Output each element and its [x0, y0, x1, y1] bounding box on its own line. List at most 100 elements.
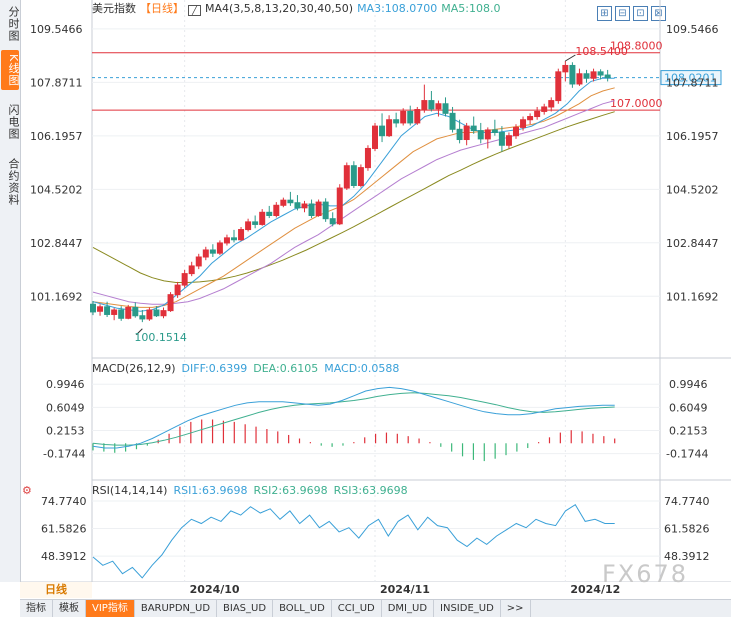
close-icon[interactable]: ⊠ — [651, 6, 666, 21]
high-marker — [565, 54, 576, 62]
candle-body — [364, 147, 371, 169]
tab-templates[interactable]: 模板 — [53, 600, 86, 617]
rsi-title: RSI(14,14,14) — [92, 484, 168, 497]
macd-diff: DIFF:0.6399 — [181, 362, 248, 375]
price-tick-right: 106.1957 — [666, 130, 719, 143]
ma-line-c — [92, 100, 615, 305]
macd-diff-line — [92, 386, 615, 449]
candle-body — [513, 126, 519, 137]
left-sidebar: 分时图 K线图 闪电图 合约资料 — [0, 0, 21, 582]
candle-body — [548, 100, 555, 108]
macd-tick-right: 0.6049 — [669, 401, 708, 414]
tab-more[interactable]: >> — [501, 600, 531, 617]
low-label: 100.1514 — [134, 331, 187, 344]
resistance-label: 108.8000 — [610, 40, 663, 53]
candle-body — [393, 119, 400, 124]
price-tick-left: 102.8447 — [30, 237, 83, 250]
candle-body — [287, 199, 294, 204]
candle-body — [449, 112, 456, 130]
tab-cci[interactable]: CCI_UD — [332, 600, 382, 617]
candle-body — [442, 103, 449, 114]
candle-body — [294, 202, 301, 209]
candle-body — [541, 106, 548, 112]
window-controls: ⊞ ⊟ ⊡ ⊠ — [597, 1, 669, 21]
candle-body — [534, 110, 541, 118]
candle-body — [167, 294, 174, 312]
candle-body — [491, 129, 498, 133]
candle-body — [238, 229, 245, 241]
rsi-tick-left: 61.5826 — [41, 523, 87, 536]
candle-body — [505, 135, 512, 146]
candle-body — [350, 165, 357, 186]
candle-body — [357, 167, 364, 186]
tab-vip-indicators[interactable]: VIP指标 — [86, 600, 135, 617]
candle-body — [555, 71, 562, 102]
tab-bias[interactable]: BIAS_UD — [217, 600, 274, 617]
candle-body — [484, 129, 491, 140]
candle-body — [386, 119, 393, 137]
candle-body — [146, 309, 153, 320]
candle-body — [597, 71, 604, 76]
candle-body — [125, 306, 132, 319]
candle-body — [400, 110, 407, 124]
candle-body — [379, 125, 386, 137]
tab-indicators[interactable]: 指标 — [20, 600, 53, 617]
macd-dea: DEA:0.6105 — [253, 362, 319, 375]
tab-kline[interactable]: K线图 — [1, 50, 20, 90]
candle-body — [188, 265, 195, 275]
candle-body — [428, 100, 435, 110]
indicator-tabbar: 指标 模板 VIP指标 BARUPDN_UD BIAS_UD BOLL_UD CCI_UD D… — [20, 599, 731, 617]
candle-body — [520, 119, 527, 128]
candle-body — [97, 306, 104, 312]
price-tick-right: 101.1692 — [666, 290, 719, 303]
candle-body — [336, 187, 343, 225]
candle-body — [132, 306, 139, 317]
candle-body — [421, 100, 428, 111]
price-tick-left: 101.1692 — [30, 290, 83, 303]
candle-body — [111, 309, 118, 315]
candle-body — [104, 306, 111, 315]
candle-body — [343, 165, 350, 189]
watermark-logo: FX678 — [602, 560, 689, 588]
candle-body — [160, 310, 167, 317]
month-label: 2024/12 — [570, 583, 621, 596]
zoom-in-icon[interactable]: ⊞ — [597, 6, 612, 21]
candle-body — [329, 218, 336, 225]
macd-tick-left: -0.1744 — [43, 448, 85, 461]
macd-tick-right: -0.1744 — [666, 448, 708, 461]
macd-legend: MACD(26,12,9) DIFF:0.6399 DEA:0.6105 MACD:0… — [92, 362, 405, 376]
tab-dmi[interactable]: DMI_UD — [382, 600, 435, 617]
candle-body — [139, 315, 146, 320]
tab-inside[interactable]: INSIDE_UD — [434, 600, 501, 617]
candle-body — [604, 74, 611, 79]
candle-body — [569, 64, 576, 85]
ma-settings-icon[interactable]: ╱ — [188, 5, 201, 16]
low-marker — [135, 328, 143, 336]
price-tick-right: 107.8711 — [666, 76, 719, 89]
candle-body — [463, 125, 470, 141]
ma5-value: MA5:108.0 — [441, 2, 501, 15]
tab-barupdn[interactable]: BARUPDN_UD — [135, 600, 218, 617]
candle-body — [153, 309, 160, 317]
tab-contract-info[interactable]: 合约资料 — [7, 158, 20, 206]
current-price-label: 108.0201 — [664, 72, 717, 85]
candle-body — [118, 309, 125, 319]
period-selector[interactable]: 日线 — [20, 582, 92, 598]
zoom-out-icon[interactable]: ⊟ — [615, 6, 630, 21]
restore-icon[interactable]: ⊡ — [633, 6, 648, 21]
rsi1-value: RSI1:63.9698 — [173, 484, 248, 497]
candle-body — [252, 221, 259, 225]
candle-body — [562, 64, 569, 73]
tab-boll[interactable]: BOLL_UD — [273, 600, 332, 617]
macd-value: MACD:0.0588 — [324, 362, 400, 375]
tab-flash[interactable]: 闪电图 — [7, 104, 20, 140]
candle-body — [527, 116, 534, 121]
rsi-settings-icon[interactable]: ⚙ — [22, 484, 32, 497]
rsi-line — [92, 504, 615, 579]
rsi-tick-left: 74.7740 — [41, 495, 87, 508]
rsi-tick-left: 48.3912 — [41, 550, 87, 563]
rsi2-value: RSI2:63.9698 — [253, 484, 328, 497]
tab-timeshare[interactable]: 分时图 — [7, 6, 20, 42]
macd-tick-right: 0.9946 — [669, 378, 708, 391]
